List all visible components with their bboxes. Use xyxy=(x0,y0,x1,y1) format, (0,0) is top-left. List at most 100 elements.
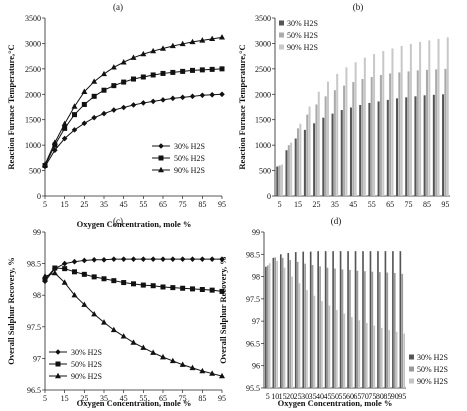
bar xyxy=(389,73,392,196)
bar xyxy=(416,70,419,196)
bar xyxy=(276,260,278,388)
series-1 xyxy=(276,94,445,196)
data-point xyxy=(169,357,176,364)
data-point xyxy=(91,93,97,99)
data-point xyxy=(199,67,205,73)
x-tick-label: 15 xyxy=(61,394,69,403)
y-tick-label: 500 xyxy=(29,167,41,176)
y-axis-title: Reaction Furnace Temperature,°C xyxy=(237,44,247,169)
bar xyxy=(354,62,357,197)
x-tick-label: 15 xyxy=(294,200,302,209)
x-tick-label: 75 xyxy=(179,200,187,209)
y-tick-label: 98.5 xyxy=(27,260,41,269)
bar xyxy=(391,48,394,197)
bar xyxy=(362,251,364,388)
legend-swatch xyxy=(409,366,414,372)
bar xyxy=(331,113,334,196)
x-tick-label: 45 xyxy=(349,200,357,209)
data-point xyxy=(120,59,127,65)
x-tick-label: 10 xyxy=(271,392,279,401)
data-point xyxy=(101,110,107,117)
bar xyxy=(373,54,376,197)
panel-label: (b) xyxy=(353,2,364,12)
y-tick-label: 0 xyxy=(267,192,271,201)
data-point xyxy=(209,91,215,98)
bar xyxy=(326,267,329,388)
y-tick-label: 98 xyxy=(252,273,260,282)
bar xyxy=(291,276,293,388)
bar xyxy=(435,69,438,196)
bar xyxy=(437,38,440,197)
bar xyxy=(280,164,283,196)
legend-label: 30% H2S xyxy=(71,348,102,357)
bar xyxy=(405,97,408,196)
bar xyxy=(388,330,391,388)
x-tick-label: 95 xyxy=(218,394,226,403)
bar xyxy=(290,142,293,196)
data-point xyxy=(160,45,166,51)
bar xyxy=(400,45,403,196)
data-point xyxy=(71,127,78,133)
y-tick-label: 98 xyxy=(33,291,41,300)
x-tick-label: 35 xyxy=(100,394,108,403)
data-point xyxy=(189,93,196,100)
y-tick-label: 3000 xyxy=(255,39,271,48)
data-point xyxy=(189,38,196,45)
panel-4: (d) 95.5 96 96.5 97 97.5 98 98.5 99 Oxygen Concen… xyxy=(218,216,448,408)
legend-label: 30% H2S xyxy=(174,142,205,151)
bar xyxy=(349,269,351,388)
data-point xyxy=(101,87,107,93)
data-point xyxy=(170,95,176,102)
bar xyxy=(268,263,271,388)
x-tick-label: 45 xyxy=(120,200,128,209)
bar xyxy=(289,260,291,388)
data-point xyxy=(131,76,136,82)
data-point xyxy=(190,286,195,292)
series-3 xyxy=(268,260,405,388)
data-point xyxy=(62,125,68,131)
data-point xyxy=(140,74,146,80)
data-point xyxy=(170,256,176,262)
x-tick-label: 95 xyxy=(398,392,406,401)
x-tick-label: 85 xyxy=(198,394,206,403)
panel-2: (b) 0 500 1000 1500 2000 2500 3000 3500 Reaction … xyxy=(237,2,450,209)
bar xyxy=(352,82,355,196)
data-point xyxy=(72,269,77,275)
bar xyxy=(298,283,301,388)
bar xyxy=(369,251,372,388)
x-tick-label: 70 xyxy=(361,392,369,401)
data-point xyxy=(150,72,156,78)
bar xyxy=(324,251,327,388)
bar xyxy=(313,123,316,196)
x-axis-title: Oxygen Concentration, mole % xyxy=(77,398,192,408)
data-point xyxy=(160,284,166,290)
bar xyxy=(392,251,394,388)
y-axis-title: Reaction Furnace Temperature,°C xyxy=(6,44,16,169)
y-tick-label: 97 xyxy=(252,317,260,326)
x-tick-label: 75 xyxy=(368,392,376,401)
data-point xyxy=(101,257,107,263)
legend-swatch xyxy=(279,44,284,50)
y-tick-label: 97 xyxy=(33,354,41,363)
data-point xyxy=(71,258,78,265)
data-point xyxy=(51,269,58,276)
y-tick-label: 2500 xyxy=(25,65,41,74)
series-2 xyxy=(266,257,404,388)
data-point xyxy=(199,37,206,43)
legend-label: 90% H2S xyxy=(417,377,448,386)
x-tick-label: 55 xyxy=(139,200,147,209)
data-point xyxy=(150,283,156,289)
bar xyxy=(304,263,306,388)
bar xyxy=(326,81,330,196)
legend-swatch xyxy=(409,378,414,384)
data-point xyxy=(130,54,137,60)
bar xyxy=(384,251,387,388)
data-point xyxy=(71,103,78,109)
bar xyxy=(373,325,376,388)
data-point xyxy=(52,147,58,154)
data-point xyxy=(72,112,77,118)
bar xyxy=(324,96,327,196)
data-point xyxy=(219,34,225,40)
x-tick-label: 5 xyxy=(278,200,282,209)
x-tick-label: 55 xyxy=(368,200,376,209)
